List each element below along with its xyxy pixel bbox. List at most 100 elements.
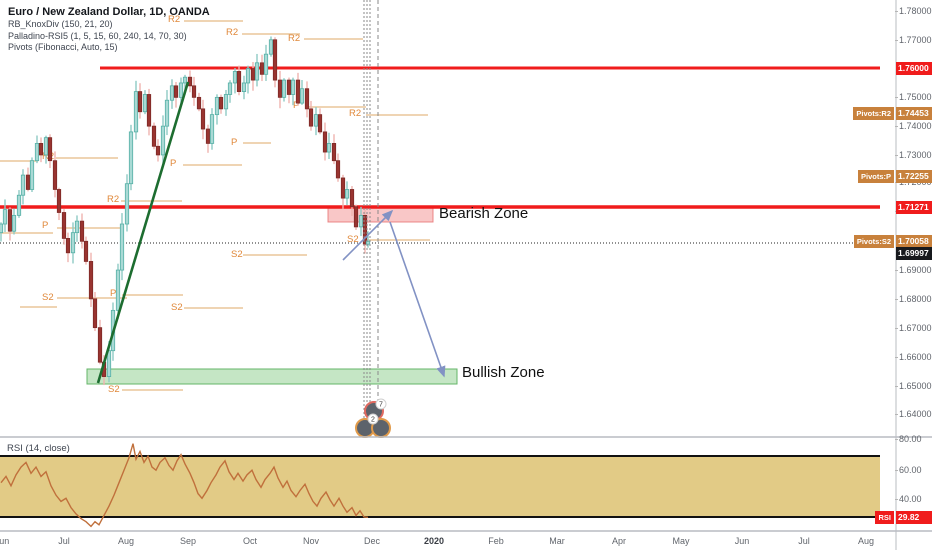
candle-body — [38, 143, 44, 156]
drawn-arrow-2[interactable] — [389, 221, 446, 378]
time-axis-label-feb: Feb — [488, 536, 504, 546]
candle-body — [232, 71, 238, 84]
pivot-label-r2: R2 — [288, 33, 300, 44]
candle-body — [254, 62, 260, 81]
trendline[interactable] — [96, 81, 190, 384]
candle-body — [317, 114, 323, 133]
candle-body — [119, 223, 125, 271]
candle-body — [61, 212, 67, 239]
candle-body — [205, 128, 211, 144]
candle-body — [2, 209, 8, 225]
pivot-label-r2: R2 — [349, 108, 361, 119]
candle-body — [79, 220, 85, 242]
price-tick-label: 1.68000 — [895, 294, 932, 304]
candle-body — [0, 223, 4, 234]
rsi-line — [0, 443, 369, 528]
candle-body — [92, 298, 98, 329]
price-tick-label: 1.73000 — [895, 150, 932, 160]
indicator-row-palladino-rsi[interactable]: Palladino-RSI5 (1, 5, 15, 60, 240, 14, 7… — [8, 30, 187, 41]
time-axis-label-nov: Nov — [302, 536, 320, 546]
pivot-label-s2: S2 — [171, 302, 183, 313]
candle-body — [281, 79, 287, 98]
candle-body — [308, 108, 314, 127]
candle-body — [236, 71, 242, 92]
candle-body — [178, 82, 184, 98]
pivot-label-s2: S2 — [108, 384, 120, 395]
price-badge-1.76000: 1.76000 — [896, 62, 932, 75]
pivot-label-s2: S2 — [231, 249, 243, 260]
candle-body — [191, 85, 197, 98]
indicator-row-knoxdiv[interactable]: RB_KnoxDiv (150, 21, 20) — [8, 19, 113, 29]
time-axis-label-jul: Jul — [798, 536, 810, 546]
candle-body — [340, 177, 346, 199]
candle-body — [344, 189, 350, 199]
candle-body — [187, 76, 193, 87]
drawn-arrow-1[interactable] — [342, 209, 394, 261]
pivot-label-p: P — [293, 100, 299, 111]
candle-body — [209, 114, 215, 144]
price-tick-label: 1.74000 — [895, 121, 932, 131]
symbol-title[interactable]: Euro / New Zealand Dollar, 1D, OANDA — [8, 6, 210, 18]
candle-body — [349, 189, 355, 208]
candle-body — [268, 39, 274, 55]
price-tick-label: 40.00 — [895, 494, 922, 504]
price-badge-1.74453: 1.74453 — [896, 107, 932, 120]
time-axis-label-mar: Mar — [549, 536, 565, 546]
candle-body — [20, 174, 26, 196]
candle-body — [43, 137, 49, 156]
candle-body — [88, 261, 94, 300]
candle-body — [133, 91, 139, 133]
candle-body — [259, 62, 265, 75]
bearish-zone[interactable] — [327, 206, 434, 223]
price-tick-label: 60.00 — [895, 465, 922, 475]
candle-body — [124, 183, 130, 225]
price-tick-label: 1.67000 — [895, 323, 932, 333]
pivot-label-p: P — [42, 220, 48, 231]
indicator-row-pivots[interactable]: Pivots (Fibonacci, Auto, 15) — [8, 42, 118, 52]
candle-body — [286, 79, 292, 95]
candle-body — [74, 220, 80, 234]
chart-legend: Euro / New Zealand Dollar, 1D, OANDA RB_… — [8, 6, 210, 54]
candle-body — [290, 79, 296, 95]
time-axis-label-oct: Oct — [242, 536, 258, 546]
candle-body — [304, 88, 310, 110]
candle-body — [7, 209, 13, 232]
time-axis-label-apr: Apr — [611, 536, 627, 546]
candle-body — [365, 240, 371, 245]
candle-body — [164, 99, 170, 127]
candle-body — [326, 143, 332, 153]
bearish-zone-label[interactable]: Bearish Zone — [439, 205, 529, 222]
candle-body — [56, 189, 62, 213]
price-badge-1.71271: 1.71271 — [896, 201, 932, 214]
candle-body — [169, 85, 175, 101]
pivot-label-p: P — [110, 288, 116, 299]
candle-body — [200, 108, 206, 130]
price-tick-label: 1.75000 — [895, 92, 932, 102]
price-tick-label: 1.77000 — [895, 35, 932, 45]
price-badge-1.70058: 1.70058 — [896, 235, 932, 248]
candle-body — [151, 125, 157, 147]
candle-body — [277, 79, 283, 98]
pivot-chip-Pivots:S2: Pivots:S2 — [853, 235, 894, 248]
svg-text:7: 7 — [379, 402, 383, 409]
candle-body — [173, 85, 179, 98]
bullish-zone[interactable] — [86, 368, 458, 385]
candle-body — [29, 160, 35, 190]
pivot-chip-Pivots:R2: Pivots:R2 — [853, 107, 894, 120]
price-tick-label: 1.65000 — [895, 381, 932, 391]
candle-body — [313, 114, 319, 127]
pivot-label-p: P — [231, 137, 237, 148]
bullish-zone-label[interactable]: Bullish Zone — [462, 364, 545, 381]
candle-body — [155, 145, 161, 156]
price-tick-label: 80.00 — [895, 434, 922, 444]
rsi-pane-legend[interactable]: RSI (14, close) — [7, 443, 70, 454]
candle-body — [218, 96, 224, 110]
candle-body — [227, 82, 233, 95]
idea-marker-2[interactable]: 2 — [355, 413, 391, 438]
rsi-band — [0, 456, 880, 517]
candle-body — [335, 160, 341, 179]
candle-body — [358, 214, 364, 228]
candle-body — [65, 238, 71, 254]
price-badge-1.69997: 1.69997 — [896, 247, 932, 260]
